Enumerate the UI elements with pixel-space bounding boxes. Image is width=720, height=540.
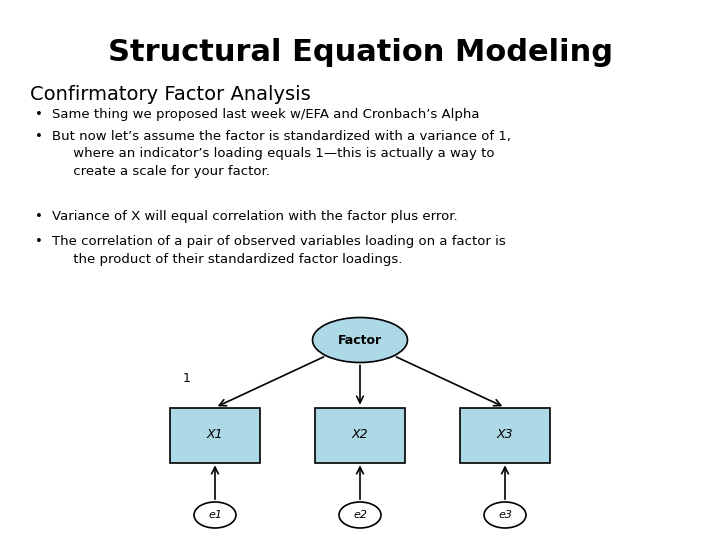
Ellipse shape — [339, 502, 381, 528]
Text: X3: X3 — [497, 429, 513, 442]
Ellipse shape — [194, 502, 236, 528]
Text: 1: 1 — [183, 372, 191, 385]
Text: Same thing we proposed last week w/EFA and Cronbach’s Alpha: Same thing we proposed last week w/EFA a… — [52, 108, 480, 121]
Text: •: • — [35, 108, 43, 121]
Text: X2: X2 — [351, 429, 369, 442]
Text: e3: e3 — [498, 510, 512, 520]
Text: Confirmatory Factor Analysis: Confirmatory Factor Analysis — [30, 85, 311, 104]
Text: •: • — [35, 235, 43, 248]
Text: •: • — [35, 210, 43, 223]
FancyBboxPatch shape — [170, 408, 260, 462]
Text: The correlation of a pair of observed variables loading on a factor is
     the : The correlation of a pair of observed va… — [52, 235, 505, 266]
FancyBboxPatch shape — [460, 408, 550, 462]
Text: Factor: Factor — [338, 334, 382, 347]
Ellipse shape — [312, 318, 408, 362]
Text: e2: e2 — [353, 510, 367, 520]
Text: •: • — [35, 130, 43, 143]
Text: X1: X1 — [207, 429, 223, 442]
Text: e1: e1 — [208, 510, 222, 520]
Text: Structural Equation Modeling: Structural Equation Modeling — [107, 38, 613, 67]
FancyBboxPatch shape — [315, 408, 405, 462]
Text: But now let’s assume the factor is standardized with a variance of 1,
     where: But now let’s assume the factor is stand… — [52, 130, 511, 178]
Text: Variance of X will equal correlation with the factor plus error.: Variance of X will equal correlation wit… — [52, 210, 458, 223]
Ellipse shape — [484, 502, 526, 528]
